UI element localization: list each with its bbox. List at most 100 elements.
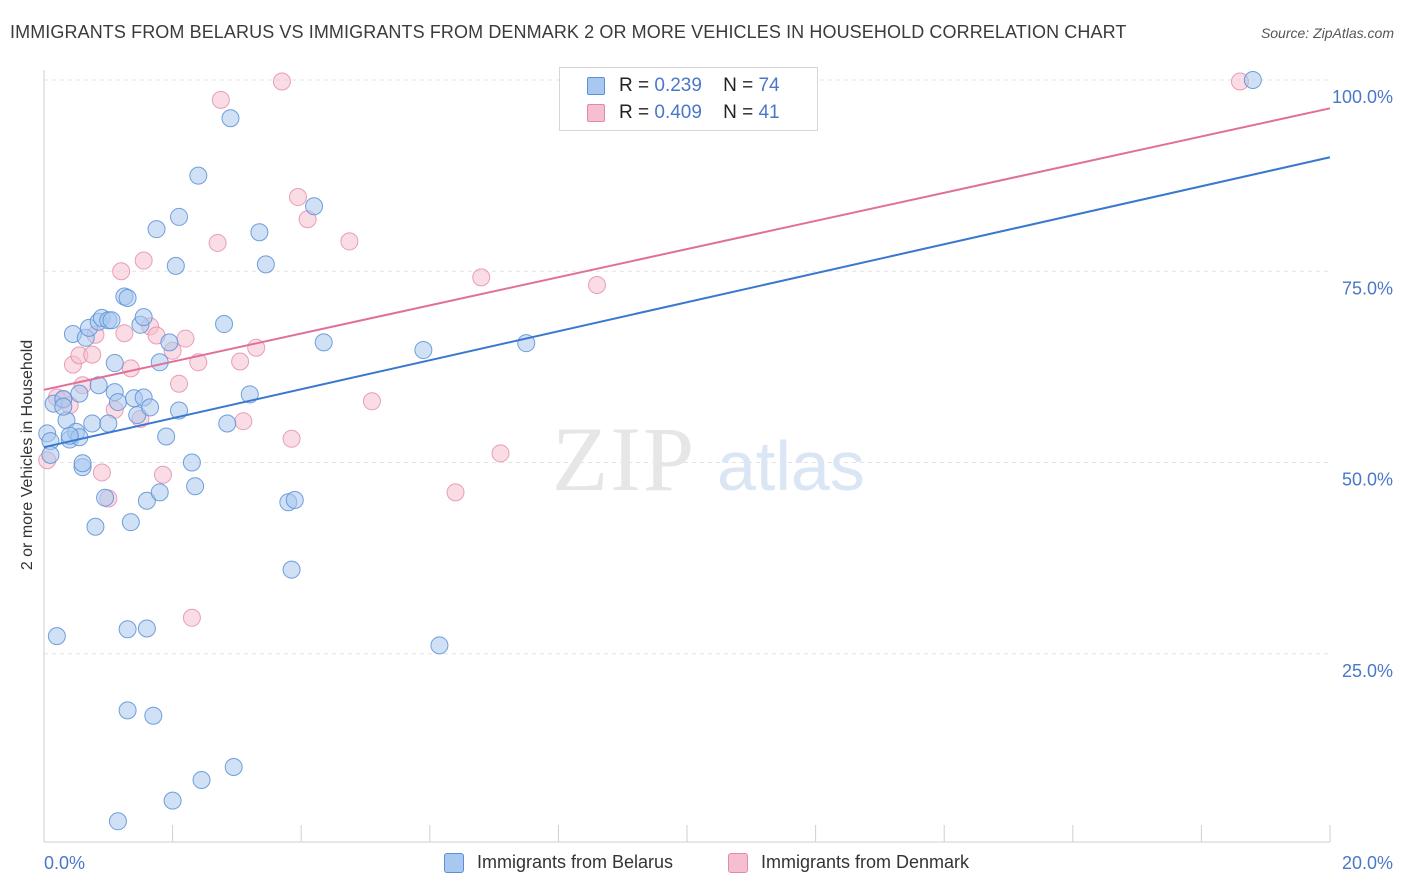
belarus-point	[221, 109, 240, 128]
legend-r-value-denmark: 0.409	[654, 102, 702, 123]
source-label: Source: ZipAtlas.com	[1260, 25, 1394, 41]
watermark-zip: ZIP	[552, 408, 696, 510]
belarus-point	[170, 207, 189, 226]
belarus-point	[86, 517, 105, 536]
belarus-point	[218, 414, 237, 433]
legend-r-value-belarus: 0.239	[654, 75, 702, 96]
denmark-legend-swatch	[728, 853, 748, 873]
denmark-legend-label: Immigrants from Denmark	[761, 852, 970, 872]
denmark-point	[189, 353, 208, 372]
belarus-point	[47, 627, 66, 646]
belarus-point	[137, 491, 156, 510]
belarus-trend-line	[43, 156, 1331, 449]
belarus-point	[166, 256, 185, 275]
series-legend: Immigrants from Belarus Immigrants from …	[0, 850, 1406, 876]
belarus-point	[54, 397, 73, 416]
belarus-point	[256, 255, 275, 274]
denmark-point	[170, 374, 189, 393]
belarus-legend-swatch	[444, 853, 464, 873]
watermark: ZIP atlas	[552, 408, 865, 510]
belarus-point	[134, 308, 153, 327]
denmark-point	[121, 359, 140, 378]
belarus-point	[89, 376, 108, 395]
trend-lines	[43, 107, 1331, 449]
belarus-swatch	[587, 77, 605, 95]
denmark-point	[587, 276, 606, 295]
chart-title: IMMIGRANTS FROM BELARUS VS IMMIGRANTS FR…	[10, 22, 1127, 42]
belarus-point	[314, 333, 333, 352]
legend-n-label: N =	[723, 75, 754, 96]
denmark-point	[211, 90, 230, 109]
belarus-point	[163, 791, 182, 810]
denmark-point	[272, 72, 291, 91]
denmark-point	[153, 465, 172, 484]
belarus-point	[430, 636, 449, 655]
denmark-points	[38, 72, 1249, 627]
belarus-point	[182, 453, 201, 472]
belarus-point	[144, 706, 163, 725]
belarus-legend-label: Immigrants from Belarus	[477, 852, 674, 872]
x-tick-label: 0.0%	[44, 853, 85, 873]
belarus-points	[38, 71, 1262, 831]
legend-r-label: R =	[619, 102, 650, 123]
legend-n-label: N =	[723, 102, 754, 123]
y-tick-label: 100.0%	[1332, 87, 1393, 107]
denmark-point	[231, 352, 250, 371]
belarus-point	[96, 488, 115, 507]
tick-labels: 25.0% 50.0% 75.0% 100.0% 0.0% 20.0%	[44, 87, 1393, 873]
denmark-trend-line	[43, 107, 1331, 391]
denmark-point	[83, 345, 102, 364]
belarus-point	[157, 427, 176, 446]
denmark-point	[115, 324, 134, 343]
belarus-point	[108, 812, 127, 831]
belarus-point	[118, 289, 137, 308]
belarus-point	[41, 445, 60, 464]
belarus-point	[192, 770, 211, 789]
belarus-point	[121, 513, 140, 532]
denmark-point	[134, 251, 153, 270]
denmark-swatch	[587, 104, 605, 122]
belarus-point	[118, 620, 137, 639]
belarus-point	[189, 166, 208, 185]
denmark-point	[288, 188, 307, 207]
belarus-point	[250, 223, 269, 242]
denmark-point	[208, 233, 227, 252]
legend-n-value-denmark: 41	[758, 102, 780, 123]
legend-n-value-belarus: 74	[758, 75, 780, 96]
belarus-point	[240, 385, 259, 404]
belarus-point	[282, 560, 301, 579]
x-tick-label: 20.0%	[1342, 853, 1393, 873]
belarus-point	[99, 414, 118, 433]
denmark-point	[282, 429, 301, 448]
belarus-point	[118, 701, 137, 720]
denmark-point	[234, 412, 253, 431]
belarus-point	[105, 354, 124, 373]
belarus-point	[285, 490, 304, 509]
belarus-point	[102, 311, 121, 330]
belarus-point	[73, 454, 92, 473]
denmark-point	[112, 262, 131, 281]
belarus-point	[414, 341, 433, 360]
denmark-point	[340, 232, 359, 251]
y-tick-label: 75.0%	[1342, 278, 1393, 298]
belarus-point	[147, 220, 166, 239]
belarus-point	[70, 384, 89, 403]
denmark-point	[472, 268, 491, 287]
denmark-point	[446, 483, 465, 502]
denmark-point	[182, 608, 201, 627]
belarus-point	[108, 393, 127, 412]
belarus-point	[141, 398, 160, 417]
denmark-point	[362, 392, 381, 411]
belarus-point	[1243, 71, 1262, 89]
belarus-point	[83, 414, 102, 433]
belarus-point	[160, 333, 179, 352]
belarus-point	[137, 619, 156, 638]
belarus-point	[186, 477, 205, 496]
belarus-point	[215, 315, 234, 334]
denmark-point	[491, 444, 510, 463]
legend-r-label: R =	[619, 75, 650, 96]
y-tick-label: 50.0%	[1342, 470, 1393, 490]
belarus-point	[150, 483, 169, 502]
belarus-point	[305, 197, 324, 216]
